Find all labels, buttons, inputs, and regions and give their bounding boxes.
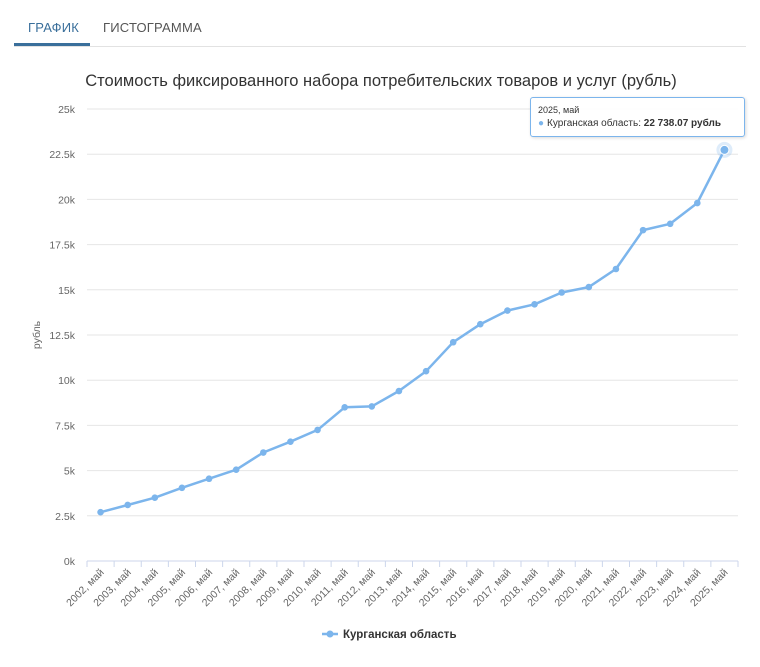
data-point [287,438,294,445]
legend-label: Курганская область [343,629,457,641]
data-point [612,265,620,273]
y-tick-label: 12.5k [49,330,75,342]
data-point [504,307,511,314]
y-tick-label: 22.5k [49,149,75,161]
tooltip-date: 2025, май [538,105,580,115]
data-point [205,475,213,483]
data-point [124,501,131,509]
chart-title: Стоимость фиксированного набора потребит… [85,72,676,90]
tooltip-series-marker: ● [538,118,545,129]
y-axis-label: рубль [31,320,43,349]
data-point [368,403,376,410]
legend-marker [326,630,334,638]
y-tick-label: 7.5k [55,420,76,432]
y-tick-label: 2.5k [55,511,76,523]
tab-bar: ГРАФИК ГИСТОГРАММА [14,0,746,47]
tooltip-series-name: Курганская область: [547,118,641,129]
data-point [558,289,565,296]
data-point [232,466,240,473]
data-point [260,449,267,456]
y-tick-label: 10k [58,375,76,387]
data-point [585,283,593,291]
y-tick-label: 5k [64,466,76,478]
data-point [178,484,186,492]
data-point [314,426,321,434]
y-tick-label: 15k [58,285,76,297]
y-tick-label: 20k [58,194,76,206]
data-point [639,226,647,234]
tooltip-value: 22 738.07 рубль [643,118,722,129]
data-point [666,220,674,228]
data-point [477,320,484,328]
y-tick-label: 25k [58,104,76,116]
data-point [422,367,430,375]
data-point [719,144,730,155]
data-point [97,508,104,516]
tab-histogram[interactable]: ГИСТОГРАММА [103,20,202,35]
tab-chart[interactable]: ГРАФИК [28,20,80,35]
data-point [449,338,457,346]
chart-tooltip: 2025, май ● Курганская область: 22 738.07… [530,97,745,137]
data-point [694,199,701,207]
data-point [531,300,538,308]
data-point [151,494,159,502]
data-point [395,387,403,395]
y-tick-label: 0k [64,556,76,568]
tooltip-line: ● Курганская область: 22 738.07 рубль [538,118,721,129]
series-line [99,148,726,514]
active-tab-indicator [14,43,90,46]
y-tick-label: 17.5k [49,240,75,252]
data-point [341,404,348,411]
